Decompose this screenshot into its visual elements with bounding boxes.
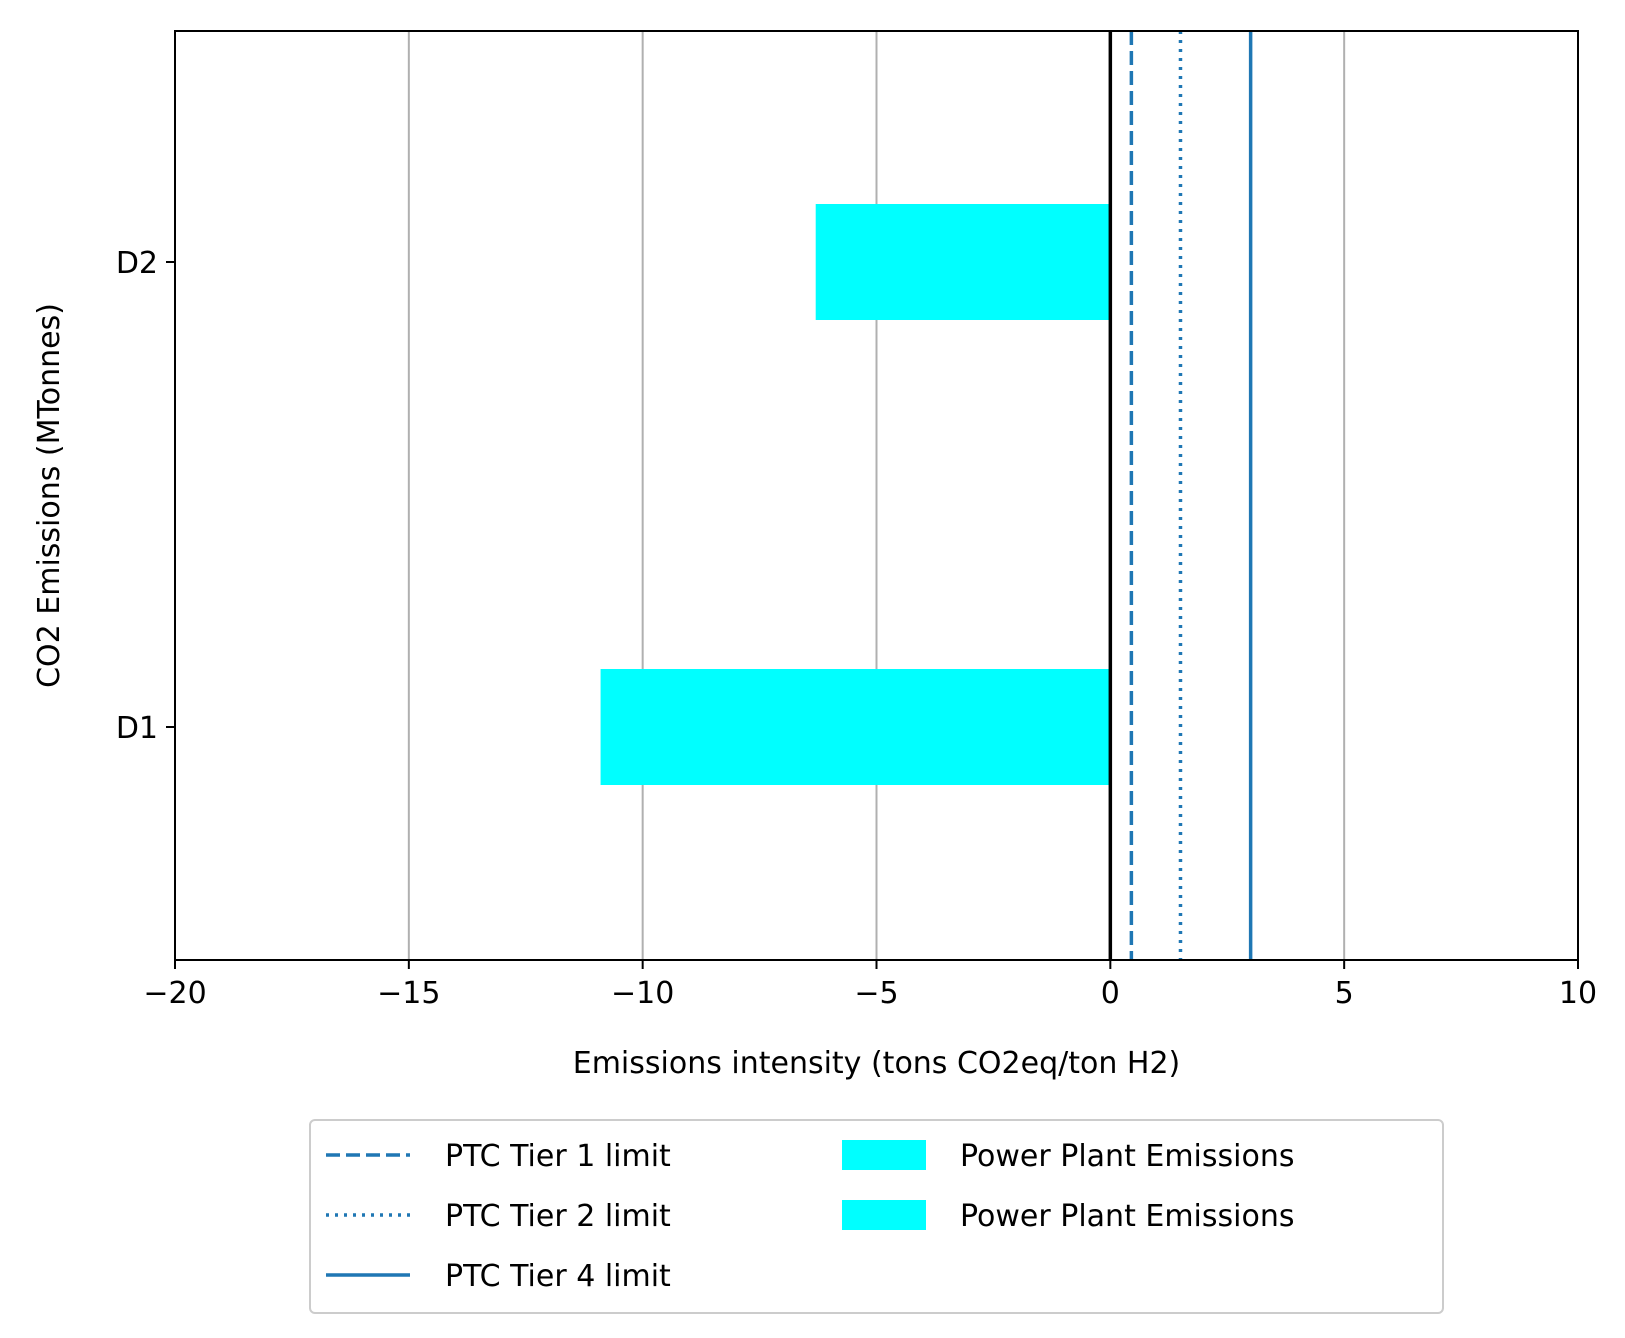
y-axis-label: CO2 Emissions (MTonnes): [32, 303, 67, 688]
legend-items: PTC Tier 1 limit PTC Tier 2 limit PTC Tier…: [326, 1139, 1294, 1294]
legend-label: Power Plant Emissions: [960, 1139, 1294, 1174]
legend-label: PTC Tier 2 limit: [445, 1199, 671, 1234]
legend-label: PTC Tier 4 limit: [445, 1259, 671, 1294]
y-tick-label-d1: D1: [116, 711, 158, 746]
bars-layer: [600, 204, 1111, 785]
x-tick-label: 10: [1559, 976, 1597, 1011]
x-tick-label: −20: [143, 976, 206, 1011]
y-tick-label-d2: D2: [116, 246, 158, 281]
bar-d2: [815, 204, 1111, 320]
x-axis-label: Emissions intensity (tons CO2eq/ton H2): [573, 1046, 1181, 1081]
bar-d1: [600, 669, 1111, 785]
x-tick-label: 0: [1101, 976, 1120, 1011]
x-tick-label: 5: [1335, 976, 1354, 1011]
legend-label: Power Plant Emissions: [960, 1199, 1294, 1234]
grid-layer: [407, 31, 1346, 960]
x-tick-label: −10: [611, 976, 674, 1011]
legend: PTC Tier 1 limit PTC Tier 2 limit PTC Tier…: [309, 1119, 1444, 1314]
legend-label: PTC Tier 1 limit: [445, 1139, 671, 1174]
legend-patch-swatch: [842, 1200, 926, 1230]
reference-lines-layer: [1108, 31, 1253, 960]
legend-patch-swatch: [842, 1140, 926, 1170]
x-tick-label: −15: [377, 976, 440, 1011]
x-tick-label: −5: [854, 976, 898, 1011]
y-axis-ticks: D1 D2: [116, 246, 175, 746]
x-axis-ticks: −20 −15 −10 −5 0 5 10: [143, 960, 1597, 1011]
